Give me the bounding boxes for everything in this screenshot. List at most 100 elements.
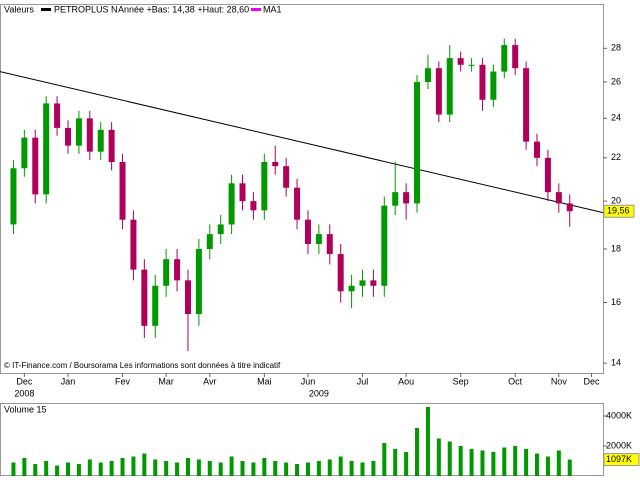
candle-body	[250, 201, 257, 211]
candle-body	[424, 68, 431, 82]
legend-series: PETROPLUS N	[54, 4, 118, 14]
volume-bar	[480, 450, 485, 476]
last-value-box	[603, 204, 635, 218]
candle-body	[141, 269, 148, 326]
x-tick-label: Mai	[257, 376, 272, 386]
x-tick-label: Jun	[301, 376, 316, 386]
volume-bar	[229, 456, 234, 476]
volume-bar	[338, 456, 343, 476]
year-label: 2009	[309, 388, 329, 398]
volume-bar	[65, 462, 70, 476]
volume-bar	[207, 461, 212, 476]
candle-body	[544, 157, 551, 193]
candle-body	[523, 68, 530, 142]
candle-body	[217, 224, 224, 235]
volume-bar	[524, 449, 529, 476]
candle-body	[75, 118, 82, 146]
volume-bar	[469, 449, 474, 476]
candle-body	[381, 205, 388, 286]
volume-bar	[55, 465, 60, 476]
volume-bar	[98, 462, 103, 476]
source-note: © IT-Finance.com / Boursorama Les inform…	[4, 361, 281, 370]
y-tick-label: 26	[611, 76, 621, 86]
candle-body	[163, 259, 170, 286]
volume-bar	[491, 452, 496, 476]
candle-body	[446, 58, 453, 115]
candle-body	[119, 161, 126, 220]
y-tick-label: 24	[611, 113, 621, 123]
volume-bar	[513, 446, 518, 476]
candle-body	[414, 81, 421, 204]
x-tick-label: Aou	[398, 376, 414, 386]
volume-bar	[175, 462, 180, 476]
candle-body	[206, 234, 213, 249]
x-tick-label: Avr	[203, 376, 216, 386]
candle-body	[97, 129, 104, 152]
volume-bar	[316, 461, 321, 476]
volume-bar	[393, 449, 398, 476]
volume-bar	[284, 462, 289, 476]
volume-bar	[404, 452, 409, 476]
x-tick-label: Jul	[357, 376, 369, 386]
candle-body	[348, 285, 355, 292]
candle-body	[54, 103, 61, 128]
candle-body	[174, 259, 181, 281]
candle-body	[501, 45, 508, 72]
volume-panel	[0, 403, 604, 476]
volume-bar	[142, 453, 147, 476]
volume-bar	[120, 458, 125, 476]
volume-bar	[425, 407, 430, 476]
candle-body	[457, 58, 464, 65]
candle-body	[195, 248, 202, 315]
candle-body	[152, 285, 159, 326]
candle-body	[32, 137, 39, 195]
volume-bar	[251, 462, 256, 476]
volume-bar	[33, 464, 38, 476]
candle-body	[468, 64, 475, 66]
candle-body	[294, 187, 301, 220]
volume-bar	[305, 462, 310, 476]
x-tick-label: Jan	[61, 376, 76, 386]
candle-body	[64, 127, 71, 146]
candle-body	[130, 219, 137, 270]
x-tick-label: Sep	[453, 376, 469, 386]
volume-bar	[556, 450, 561, 476]
volume-title: Volume 15	[4, 404, 47, 414]
candle-body	[479, 64, 486, 100]
volume-bar	[415, 428, 420, 476]
candle-body	[326, 234, 333, 255]
y-tick-label: 22	[611, 152, 621, 162]
candle-body	[315, 234, 322, 244]
candle-body	[490, 71, 497, 100]
volume-bar	[360, 462, 365, 476]
candle-body	[304, 219, 311, 244]
volume-bar	[382, 443, 387, 476]
volume-bar	[153, 459, 158, 476]
candle-body	[392, 192, 399, 206]
candle-body	[239, 183, 246, 202]
candle-body	[566, 203, 573, 212]
year-label: 2008	[14, 388, 34, 398]
y-tick-label: 18	[611, 243, 621, 253]
candle-body	[337, 254, 344, 292]
candle-body	[359, 280, 366, 286]
legend-swatch	[251, 8, 261, 11]
volume-bar	[545, 456, 550, 476]
x-tick-label: Dec	[16, 376, 33, 386]
candle-body	[261, 161, 268, 211]
last-value-box	[603, 453, 640, 467]
x-tick-label: Mar	[158, 376, 174, 386]
y-tick-label: 20	[611, 196, 621, 206]
y-tick-label: 16	[611, 297, 621, 307]
volume-bar	[567, 459, 572, 476]
x-tick-label: Fev	[115, 376, 131, 386]
candle-body	[512, 45, 519, 69]
candle-body	[184, 280, 191, 315]
ma-label: MA1	[263, 4, 282, 14]
last-value-label: 19,56	[607, 206, 630, 216]
candle-body	[43, 103, 50, 195]
volume-bar	[295, 464, 300, 476]
volume-bar	[273, 461, 278, 476]
x-tick-label: Nov	[551, 376, 568, 386]
